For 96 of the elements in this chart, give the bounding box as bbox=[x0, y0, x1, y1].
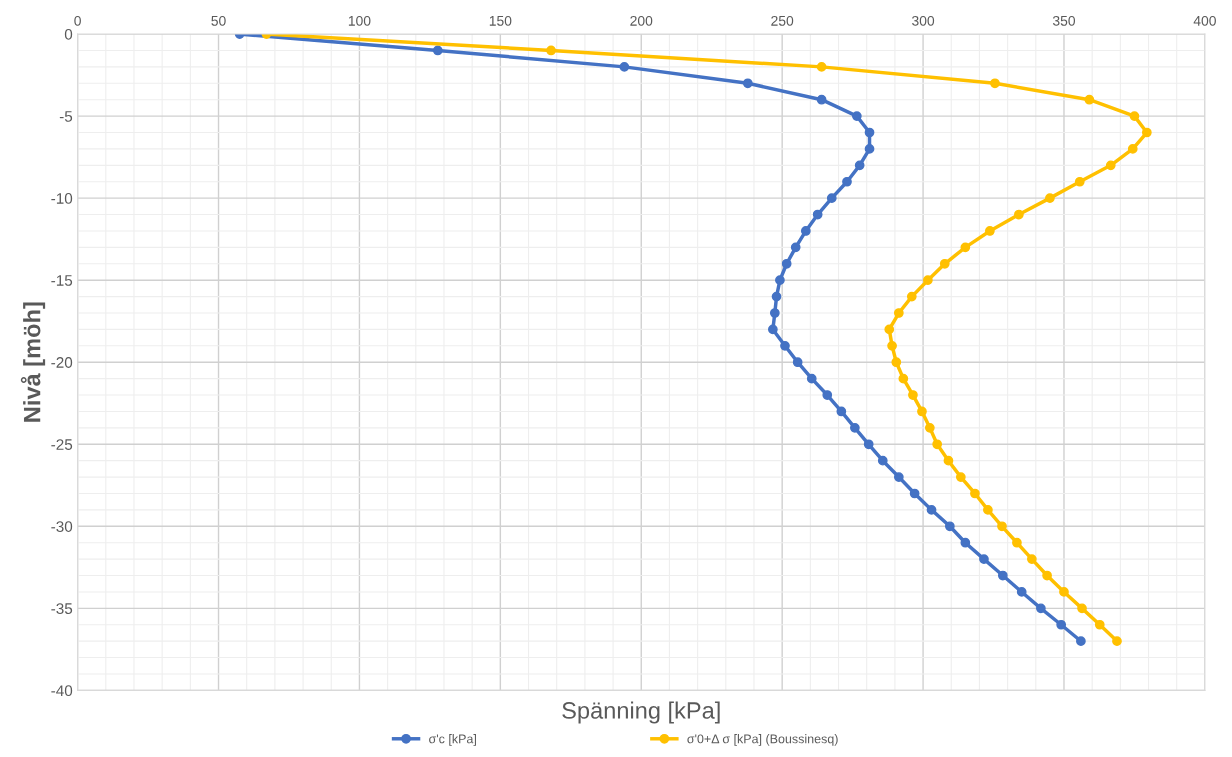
y-tick-label: -15 bbox=[51, 275, 73, 286]
point bbox=[790, 242, 801, 253]
point bbox=[1042, 570, 1052, 581]
point bbox=[619, 62, 630, 72]
point bbox=[546, 45, 556, 56]
y-tick-label: -10 bbox=[51, 193, 73, 204]
point bbox=[812, 209, 823, 220]
point bbox=[780, 340, 790, 351]
point bbox=[1141, 127, 1152, 138]
point bbox=[943, 455, 954, 466]
point bbox=[887, 340, 897, 351]
point bbox=[893, 472, 904, 482]
point bbox=[990, 78, 1000, 89]
point bbox=[854, 160, 865, 171]
y-axis-title: Nivå [möh] bbox=[20, 302, 46, 422]
point bbox=[906, 291, 917, 302]
point bbox=[877, 455, 888, 466]
x-tick-label: 50 bbox=[211, 15, 226, 26]
point bbox=[955, 472, 966, 482]
y-tick-label: -25 bbox=[51, 439, 73, 450]
point bbox=[909, 488, 920, 499]
point bbox=[775, 275, 785, 286]
point bbox=[1016, 587, 1027, 597]
point bbox=[924, 422, 935, 433]
x-tick-label: 150 bbox=[489, 15, 512, 26]
point bbox=[771, 291, 782, 302]
point bbox=[1084, 94, 1095, 105]
y-tick-label: 0 bbox=[64, 28, 73, 40]
point bbox=[800, 226, 811, 236]
point bbox=[851, 111, 862, 121]
point bbox=[960, 242, 971, 253]
point bbox=[842, 176, 852, 187]
point bbox=[970, 488, 980, 499]
point bbox=[1129, 111, 1140, 121]
point bbox=[997, 570, 1008, 581]
x-axis-title: Spänning [kPa] bbox=[562, 701, 720, 724]
point bbox=[850, 422, 860, 433]
point bbox=[1074, 176, 1085, 187]
legend-label: σ'0+Δ σ [kPa] (Boussinesq) bbox=[687, 734, 838, 746]
x-tick-label: 100 bbox=[348, 15, 371, 26]
point bbox=[891, 357, 902, 368]
point bbox=[864, 127, 875, 138]
point bbox=[1077, 603, 1087, 614]
point bbox=[816, 94, 827, 105]
point bbox=[836, 406, 847, 417]
point bbox=[1026, 554, 1037, 564]
point bbox=[863, 439, 874, 450]
point bbox=[1059, 587, 1069, 597]
point bbox=[985, 226, 995, 236]
x-tick-label: 200 bbox=[630, 15, 653, 26]
point bbox=[1105, 160, 1116, 171]
point bbox=[1036, 603, 1046, 614]
point bbox=[884, 324, 895, 335]
x-tick-label: 250 bbox=[771, 15, 794, 26]
point bbox=[1094, 619, 1105, 630]
point bbox=[960, 537, 971, 548]
legend-label: σ'c [kPa] bbox=[429, 734, 476, 746]
point bbox=[939, 258, 950, 269]
point bbox=[822, 390, 833, 400]
point bbox=[908, 390, 918, 400]
point bbox=[983, 505, 993, 515]
point bbox=[1014, 209, 1024, 220]
point bbox=[917, 406, 927, 417]
point bbox=[806, 373, 817, 384]
x-tick-label: 400 bbox=[1193, 15, 1216, 26]
point bbox=[1045, 193, 1055, 204]
point bbox=[923, 275, 933, 286]
y-tick-label: -40 bbox=[51, 685, 73, 697]
point bbox=[932, 439, 943, 450]
point bbox=[792, 357, 803, 368]
x-tick-label: 0 bbox=[74, 15, 81, 26]
point bbox=[944, 521, 955, 532]
point bbox=[781, 258, 792, 269]
point bbox=[826, 193, 837, 204]
point bbox=[816, 62, 827, 72]
point bbox=[769, 308, 780, 318]
x-tick-label: 350 bbox=[1052, 15, 1076, 26]
point bbox=[893, 308, 904, 318]
y-tick-label: -30 bbox=[51, 521, 73, 532]
point bbox=[1056, 619, 1067, 630]
point bbox=[1112, 636, 1122, 647]
point bbox=[1127, 144, 1138, 154]
point bbox=[926, 505, 937, 515]
point bbox=[864, 144, 875, 154]
point bbox=[432, 45, 443, 56]
point bbox=[742, 78, 753, 89]
y-tick-label: -20 bbox=[51, 357, 73, 368]
point bbox=[1076, 636, 1086, 647]
y-tick-label: -5 bbox=[59, 111, 73, 122]
point bbox=[768, 324, 778, 335]
point bbox=[898, 373, 909, 384]
point bbox=[997, 521, 1007, 532]
x-tick-label: 300 bbox=[912, 15, 935, 26]
y-tick-label: -35 bbox=[51, 603, 73, 615]
point bbox=[1012, 537, 1022, 548]
point bbox=[979, 554, 989, 564]
